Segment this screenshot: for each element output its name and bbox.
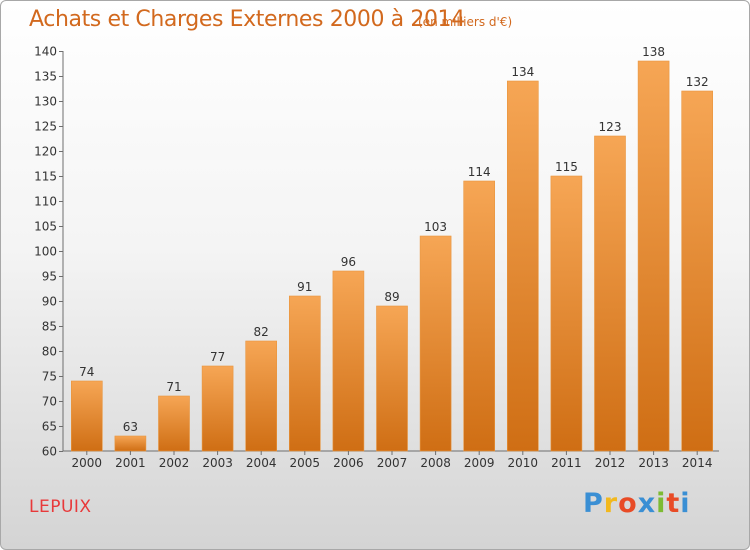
y-tick-label: 135: [34, 70, 57, 84]
x-tick-label: 2012: [595, 456, 626, 470]
chart-subtitle: (en milliers d'€): [418, 15, 513, 29]
bar-value-label: 114: [468, 165, 491, 179]
y-tick-label: 95: [42, 270, 57, 284]
bar-value-label: 89: [384, 290, 399, 304]
bar: [550, 175, 583, 452]
bar: [288, 295, 321, 452]
bar: [201, 365, 234, 452]
proxiti-logo[interactable]: Proxiti: [583, 488, 691, 519]
x-tick-label: 2009: [464, 456, 495, 470]
bar: [158, 395, 190, 452]
logo-letter: t: [666, 488, 681, 519]
chart-title: Achats et Charges Externes 2000 à 2014: [29, 7, 465, 32]
x-tick-label: 2000: [72, 456, 103, 470]
x-tick-label: 2002: [159, 456, 190, 470]
y-tick-label: 120: [34, 145, 57, 159]
y-tick-label: 100: [34, 245, 57, 259]
place-name: LEPUIX: [29, 497, 92, 517]
x-tick-label: 2005: [290, 456, 321, 470]
bar: [681, 90, 714, 452]
bar-value-label: 103: [424, 220, 447, 234]
x-tick-label: 2006: [333, 456, 364, 470]
bar: [506, 80, 539, 452]
logo-letter: i: [656, 488, 667, 519]
bar: [245, 340, 277, 452]
bar-value-label: 74: [79, 365, 94, 379]
y-tick-label: 85: [42, 320, 57, 334]
x-tick-label: 2008: [420, 456, 451, 470]
y-tick-label: 110: [34, 195, 57, 209]
y-tick-label: 105: [34, 220, 57, 234]
x-tick-label: 2001: [115, 456, 146, 470]
bar-value-label: 71: [166, 380, 181, 394]
y-tick-label: 65: [42, 420, 57, 434]
bar-value-label: 91: [297, 280, 312, 294]
bar: [332, 270, 365, 452]
x-tick-label: 2004: [246, 456, 277, 470]
bar-value-label: 138: [642, 45, 665, 59]
x-tick-label: 2013: [638, 456, 669, 470]
x-tick-label: 2003: [202, 456, 233, 470]
x-tick-label: 2007: [377, 456, 408, 470]
y-tick-label: 80: [42, 345, 57, 359]
y-tick-label: 115: [34, 170, 57, 184]
bar-value-label: 63: [123, 420, 138, 434]
y-tick-label: 75: [42, 370, 57, 384]
logo-letter: o: [618, 488, 638, 519]
logo-letter: r: [603, 488, 619, 519]
bar-value-label: 123: [599, 120, 622, 134]
bar-value-label: 96: [341, 255, 356, 269]
bar: [594, 135, 626, 452]
bar-value-label: 132: [686, 75, 709, 89]
y-tick-label: 70: [42, 395, 57, 409]
bar-value-label: 115: [555, 160, 578, 174]
logo-letter: i: [680, 488, 691, 519]
y-tick-label: 90: [42, 295, 57, 309]
x-tick-label: 2010: [508, 456, 539, 470]
x-tick-label: 2011: [551, 456, 582, 470]
x-tick-label: 2014: [682, 456, 713, 470]
bar: [419, 235, 452, 452]
y-tick-label: 125: [34, 120, 57, 134]
bar-value-label: 77: [210, 350, 225, 364]
bar: [71, 380, 103, 452]
bar-value-label: 134: [511, 65, 534, 79]
y-tick-label: 60: [42, 445, 57, 459]
bar: [637, 60, 670, 452]
y-tick-label: 130: [34, 95, 57, 109]
y-tick-label: 140: [34, 45, 57, 59]
bar: [463, 180, 496, 452]
bar-value-label: 82: [254, 325, 269, 339]
logo-letter: P: [583, 488, 604, 519]
logo-letter: x: [637, 488, 657, 519]
bar: [114, 435, 147, 452]
bar: [376, 305, 408, 452]
